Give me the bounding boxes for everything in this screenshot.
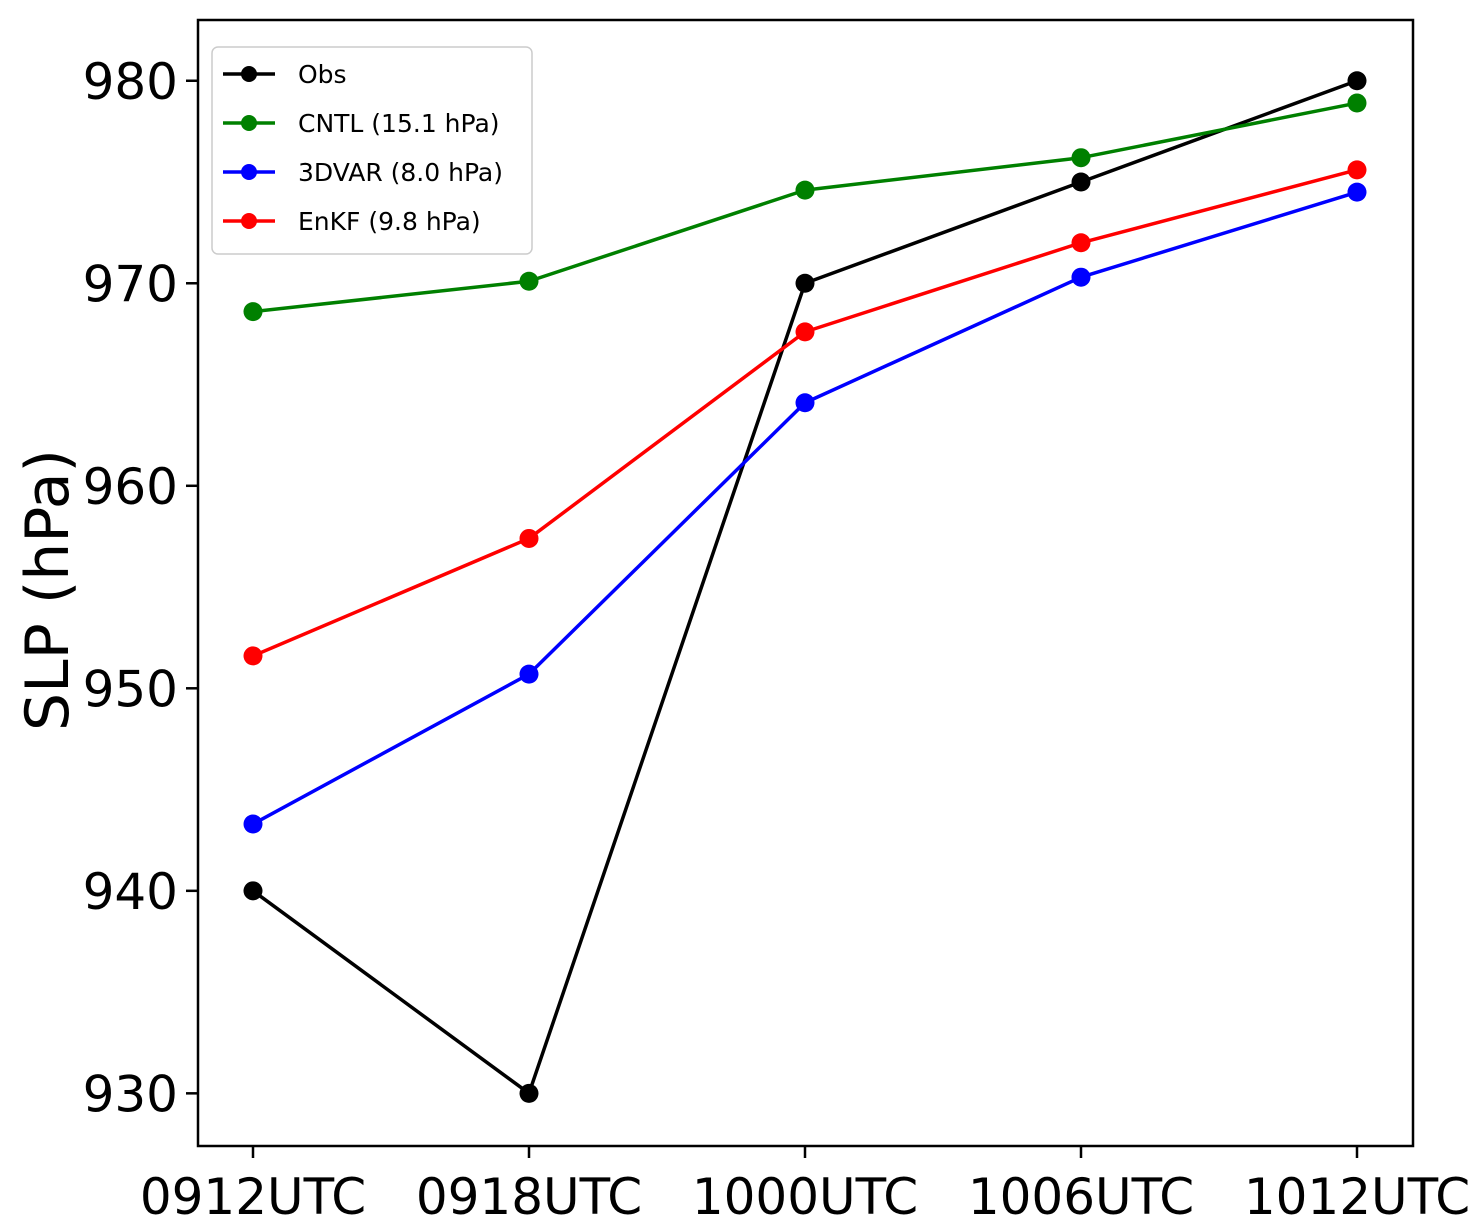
y-axis-title: SLP (hPa)	[13, 449, 83, 731]
data-point-3dvar-2	[795, 393, 815, 413]
data-point-3dvar-0	[243, 814, 263, 834]
x-tick-label-1: 0918UTC	[416, 1168, 642, 1226]
data-point-cntl-0	[243, 302, 263, 322]
legend-marker-cntl	[241, 115, 257, 131]
y-tick-label-5: 980	[83, 53, 178, 111]
x-tick-label-2: 1000UTC	[692, 1168, 918, 1226]
legend-label-obs: Obs	[298, 60, 347, 89]
data-point-obs-4	[1347, 71, 1367, 91]
y-tick-label-2: 950	[83, 660, 178, 718]
data-point-3dvar-1	[519, 664, 539, 684]
data-point-3dvar-4	[1347, 182, 1367, 202]
legend-marker-obs	[241, 66, 257, 82]
data-point-cntl-2	[795, 180, 815, 200]
legend-marker-3dvar	[241, 164, 257, 180]
legend-marker-enkf	[241, 213, 257, 229]
legend-box	[211, 46, 533, 255]
data-point-cntl-4	[1347, 93, 1367, 113]
data-point-obs-2	[795, 273, 815, 293]
data-point-obs-0	[243, 881, 263, 901]
data-point-cntl-3	[1071, 148, 1091, 168]
y-tick-label-3: 960	[83, 458, 178, 516]
series-layer	[243, 71, 1367, 1103]
y-tick-label-4: 970	[83, 255, 178, 313]
legend: Obs CNTL (15.1 hPa) 3DVAR (8.0 hPa) EnKF (9…	[211, 46, 533, 255]
data-point-enkf-4	[1347, 160, 1367, 180]
x-axis: 0912UTC 0918UTC 1000UTC 1006UTC 1012UTC	[140, 1146, 1470, 1226]
legend-label-enkf: EnKF (9.8 hPa)	[298, 207, 481, 236]
data-point-cntl-1	[519, 271, 539, 291]
x-tick-label-4: 1012UTC	[1244, 1168, 1470, 1226]
x-tick-label-3: 1006UTC	[968, 1168, 1194, 1226]
data-point-obs-1	[519, 1083, 539, 1103]
data-point-enkf-0	[243, 646, 263, 666]
legend-label-3dvar: 3DVAR (8.0 hPa)	[298, 158, 503, 187]
data-point-3dvar-3	[1071, 267, 1091, 287]
y-tick-label-0: 930	[83, 1065, 178, 1123]
data-point-obs-3	[1071, 172, 1091, 192]
y-tick-label-1: 940	[83, 863, 178, 921]
x-tick-label-0: 0912UTC	[140, 1168, 366, 1226]
data-point-enkf-1	[519, 528, 539, 548]
y-axis: 930 940 950 960 970 980	[83, 53, 198, 1123]
legend-label-cntl: CNTL (15.1 hPa)	[298, 109, 500, 138]
data-point-enkf-2	[795, 322, 815, 342]
data-point-enkf-3	[1071, 233, 1091, 253]
